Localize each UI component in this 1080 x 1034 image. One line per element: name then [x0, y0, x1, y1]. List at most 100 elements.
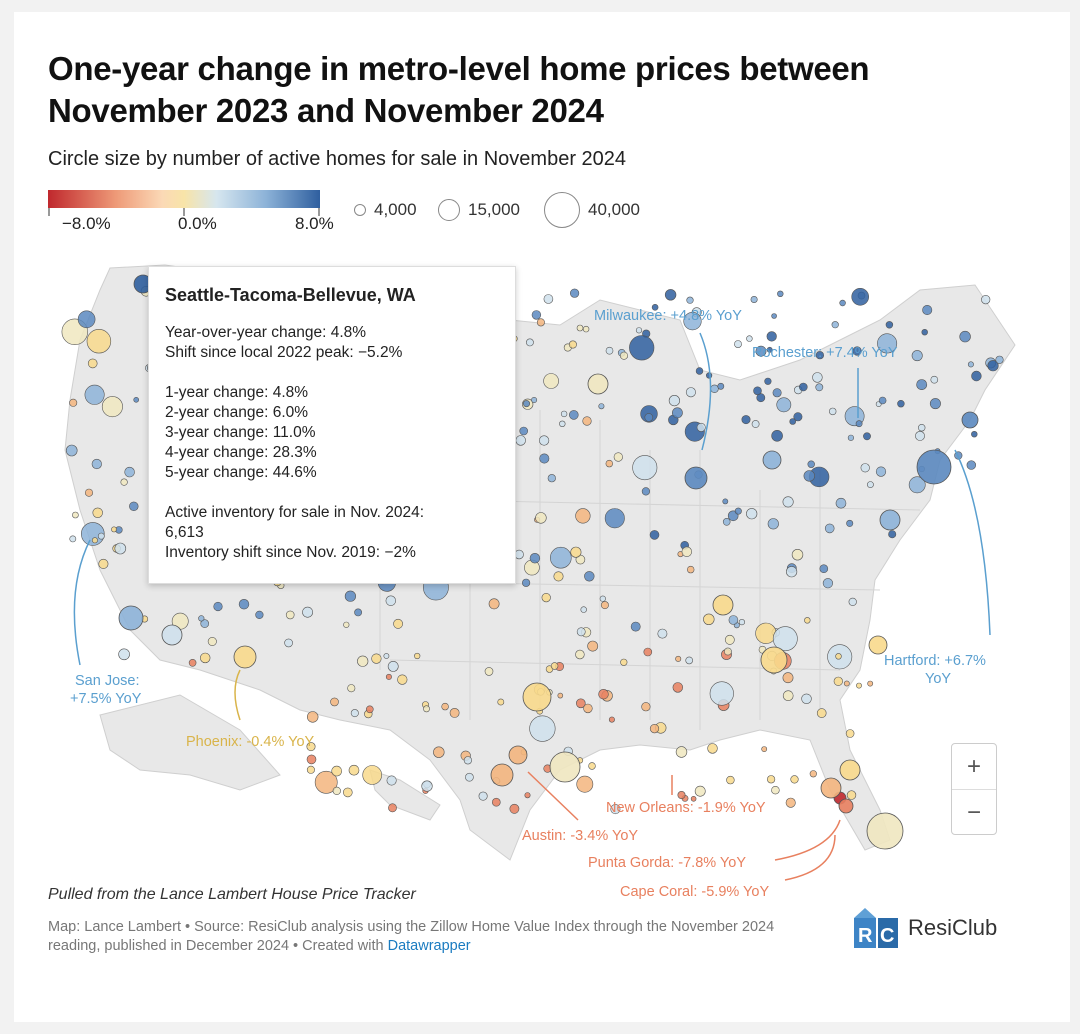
- metro-circle[interactable]: [129, 501, 139, 511]
- metro-circle[interactable]: [539, 435, 550, 446]
- metro-circle[interactable]: [995, 355, 1004, 364]
- metro-circle-detroit[interactable]: [762, 450, 782, 470]
- metro-circle-new-york[interactable]: [916, 449, 952, 485]
- metro-circle[interactable]: [822, 578, 834, 589]
- metro-circle[interactable]: [465, 772, 474, 782]
- metro-circle[interactable]: [543, 373, 559, 389]
- metro-circle[interactable]: [803, 470, 815, 482]
- metro-circle[interactable]: [588, 762, 596, 770]
- metro-circle[interactable]: [238, 599, 250, 610]
- metro-circle[interactable]: [741, 415, 751, 425]
- metro-circle[interactable]: [766, 331, 777, 342]
- metro-circle-tampa[interactable]: [820, 777, 842, 799]
- metro-circle-san-francisco[interactable]: [118, 605, 144, 631]
- metro-circle-phoenix[interactable]: [233, 645, 257, 669]
- metro-circle-milwaukee[interactable]: [684, 466, 708, 490]
- metro-circle[interactable]: [598, 689, 609, 700]
- metro-circle[interactable]: [449, 707, 460, 718]
- metro-circle[interactable]: [785, 797, 796, 808]
- metro-circle[interactable]: [514, 549, 524, 560]
- metro-circle[interactable]: [306, 754, 317, 765]
- metro-circle[interactable]: [91, 537, 98, 544]
- metro-circle-charlotte[interactable]: [868, 635, 888, 655]
- metro-circle[interactable]: [559, 420, 566, 428]
- metro-circle[interactable]: [613, 452, 623, 462]
- metro-circle[interactable]: [529, 553, 541, 564]
- metro-circle[interactable]: [764, 377, 772, 385]
- metro-circle[interactable]: [911, 350, 923, 362]
- metro-circle-cape-coral[interactable]: [838, 798, 854, 814]
- metro-circle[interactable]: [705, 372, 713, 379]
- metro-circle[interactable]: [724, 647, 732, 656]
- metro-circle[interactable]: [863, 432, 871, 441]
- metro-circle[interactable]: [522, 400, 530, 408]
- metro-circle[interactable]: [847, 434, 855, 441]
- metro-circle[interactable]: [966, 460, 976, 470]
- metro-circle[interactable]: [198, 615, 205, 622]
- metro-circle[interactable]: [766, 346, 773, 353]
- metro-circle[interactable]: [753, 386, 762, 396]
- metro-circle[interactable]: [878, 396, 887, 405]
- metro-circle[interactable]: [860, 463, 870, 473]
- metro-circle-minneapolis[interactable]: [587, 373, 609, 395]
- metro-circle[interactable]: [738, 619, 746, 626]
- metro-circle[interactable]: [72, 511, 79, 519]
- metro-circle[interactable]: [575, 508, 591, 524]
- metro-circle[interactable]: [856, 682, 862, 689]
- metro-circle[interactable]: [649, 724, 660, 734]
- metro-circle[interactable]: [111, 526, 117, 533]
- metro-circle[interactable]: [885, 321, 894, 329]
- metro-circle[interactable]: [383, 653, 390, 659]
- metro-circle[interactable]: [771, 785, 780, 795]
- metro-circle[interactable]: [576, 775, 594, 793]
- metro-circle[interactable]: [852, 346, 862, 356]
- metro-circle[interactable]: [722, 498, 729, 505]
- metro-circle[interactable]: [785, 566, 798, 578]
- metro-circle[interactable]: [812, 372, 823, 383]
- metro-circle[interactable]: [332, 786, 341, 796]
- metro-circle[interactable]: [77, 310, 96, 329]
- metro-circle[interactable]: [393, 618, 403, 629]
- metro-circle[interactable]: [582, 416, 592, 426]
- metro-circle[interactable]: [539, 453, 550, 464]
- metro-circle[interactable]: [302, 606, 313, 618]
- metro-circle[interactable]: [649, 530, 660, 540]
- metro-circle[interactable]: [746, 508, 758, 520]
- metro-circle[interactable]: [580, 606, 587, 613]
- metro-circle[interactable]: [793, 412, 803, 422]
- metro-circle[interactable]: [549, 546, 572, 569]
- metro-circle[interactable]: [916, 379, 928, 390]
- metro-circle[interactable]: [348, 764, 360, 776]
- metro-circle[interactable]: [686, 296, 694, 304]
- metro-circle-los-angeles-area[interactable]: [161, 624, 183, 646]
- metro-circle-orlando[interactable]: [839, 759, 861, 781]
- metro-circle[interactable]: [388, 803, 397, 813]
- metro-circle[interactable]: [69, 398, 78, 407]
- metro-circle[interactable]: [619, 351, 628, 360]
- metro-circle[interactable]: [314, 770, 338, 794]
- metro-circle[interactable]: [851, 287, 870, 306]
- metro-circle[interactable]: [767, 518, 779, 530]
- metro-circle[interactable]: [344, 590, 357, 602]
- metro-circle[interactable]: [124, 466, 135, 478]
- metro-circle[interactable]: [685, 387, 696, 398]
- metro-circle[interactable]: [568, 340, 577, 349]
- metro-circle[interactable]: [547, 474, 556, 483]
- metro-circle[interactable]: [575, 698, 586, 709]
- metro-circle[interactable]: [610, 804, 621, 815]
- metro-circle[interactable]: [414, 652, 421, 660]
- metro-circle[interactable]: [535, 512, 547, 524]
- metro-circle[interactable]: [917, 424, 926, 432]
- metro-circle[interactable]: [877, 333, 898, 354]
- metro-circle[interactable]: [97, 532, 105, 540]
- metro-circle[interactable]: [629, 335, 655, 361]
- metro-circle[interactable]: [605, 459, 613, 468]
- metro-circle[interactable]: [929, 398, 941, 410]
- metro-circle[interactable]: [848, 597, 857, 607]
- metro-circle[interactable]: [709, 681, 734, 706]
- metro-circle[interactable]: [583, 703, 593, 714]
- metro-circle[interactable]: [959, 330, 971, 343]
- metro-circle[interactable]: [815, 383, 824, 392]
- metro-circle[interactable]: [845, 729, 855, 738]
- metro-circle[interactable]: [867, 481, 874, 488]
